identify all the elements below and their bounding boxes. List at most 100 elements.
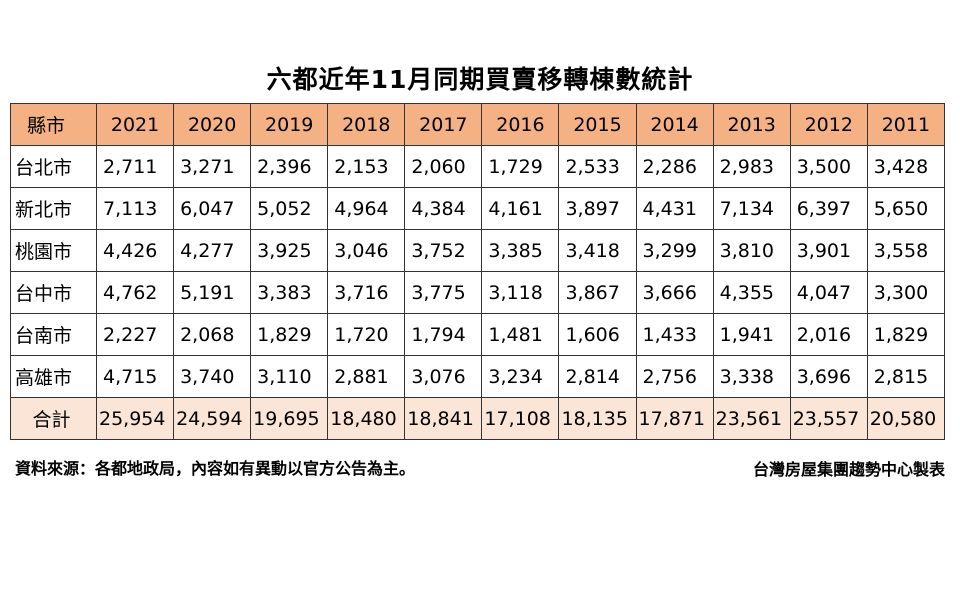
value-cell: 1,941 xyxy=(712,313,791,356)
chart-title: 六都近年11月同期買賣移轉棟數統計 xyxy=(266,65,694,94)
value-cell: 23,557 xyxy=(789,397,868,440)
value-cell: 1,829 xyxy=(250,313,329,356)
value-cell: 1,433 xyxy=(635,313,714,356)
value-cell: 2,068 xyxy=(173,313,252,356)
header-year: 2018 xyxy=(327,103,406,146)
value-cell: 17,871 xyxy=(635,397,714,440)
value-cell: 3,428 xyxy=(866,145,946,188)
value-cell: 1,606 xyxy=(558,313,637,356)
row-label: 桃園市 xyxy=(10,229,97,272)
value-cell: 4,047 xyxy=(789,271,868,314)
value-cell: 2,983 xyxy=(712,145,791,188)
value-cell: 3,558 xyxy=(866,229,946,272)
value-cell: 2,814 xyxy=(558,355,637,398)
value-cell: 18,135 xyxy=(558,397,637,440)
value-cell: 2,060 xyxy=(404,145,483,188)
table-row: 桃園市 4,426 4,277 3,925 3,046 3,752 3,385 3,418 3,… xyxy=(10,229,946,272)
value-cell: 3,385 xyxy=(481,229,560,272)
value-cell: 2,711 xyxy=(95,145,175,188)
table-row: 新北市 7,113 6,047 5,052 4,964 4,384 4,161 3,897 4,… xyxy=(10,187,946,230)
value-cell: 5,191 xyxy=(173,271,252,314)
value-cell: 4,964 xyxy=(327,187,406,230)
value-cell: 7,134 xyxy=(712,187,791,230)
value-cell: 7,113 xyxy=(95,187,175,230)
value-cell: 3,696 xyxy=(789,355,868,398)
value-cell: 2,286 xyxy=(635,145,714,188)
value-cell: 18,841 xyxy=(404,397,483,440)
value-cell: 3,867 xyxy=(558,271,637,314)
total-row: 合計 25,954 24,594 19,695 18,480 18,841 17,108 18… xyxy=(10,397,946,440)
table-row: 台北市 2,711 3,271 2,396 2,153 2,060 1,729 2,533 2,… xyxy=(10,145,946,188)
value-cell: 24,594 xyxy=(173,397,252,440)
value-cell: 3,775 xyxy=(404,271,483,314)
value-cell: 6,397 xyxy=(789,187,868,230)
value-cell: 2,153 xyxy=(327,145,406,188)
value-cell: 18,480 xyxy=(327,397,406,440)
value-cell: 6,047 xyxy=(173,187,252,230)
value-cell: 1,794 xyxy=(404,313,483,356)
header-year: 2019 xyxy=(250,103,329,146)
header-row: 縣市 2021 2020 2019 2018 2017 2016 2015 20… xyxy=(10,103,946,146)
header-year: 2012 xyxy=(789,103,868,146)
value-cell: 17,108 xyxy=(481,397,560,440)
table-row: 台中市 4,762 5,191 3,383 3,716 3,775 3,118 3,867 3,… xyxy=(10,271,946,314)
value-cell: 3,897 xyxy=(558,187,637,230)
table-row: 台南市 2,227 2,068 1,829 1,720 1,794 1,481 1,606 1,… xyxy=(10,313,946,356)
value-cell: 20,580 xyxy=(866,397,946,440)
transfer-stats-table: 縣市 2021 2020 2019 2018 2017 2016 2015 20… xyxy=(10,103,946,440)
value-cell: 3,118 xyxy=(481,271,560,314)
value-cell: 19,695 xyxy=(250,397,329,440)
value-cell: 3,418 xyxy=(558,229,637,272)
value-cell: 23,561 xyxy=(712,397,791,440)
row-label: 台北市 xyxy=(10,145,97,188)
value-cell: 4,277 xyxy=(173,229,252,272)
value-cell: 4,715 xyxy=(95,355,175,398)
value-cell: 3,383 xyxy=(250,271,329,314)
value-cell: 1,720 xyxy=(327,313,406,356)
value-cell: 2,533 xyxy=(558,145,637,188)
value-cell: 3,752 xyxy=(404,229,483,272)
credit-note: 台灣房屋集團趨勢中心製表 xyxy=(752,460,945,479)
value-cell: 3,076 xyxy=(404,355,483,398)
value-cell: 2,756 xyxy=(635,355,714,398)
value-cell: 4,355 xyxy=(712,271,791,314)
value-cell: 2,396 xyxy=(250,145,329,188)
value-cell: 3,666 xyxy=(635,271,714,314)
row-label: 高雄市 xyxy=(10,355,97,398)
table-row: 高雄市 4,715 3,740 3,110 2,881 3,076 3,234 2,814 2,… xyxy=(10,355,946,398)
row-label: 合計 xyxy=(10,397,97,440)
header-year: 2011 xyxy=(866,103,946,146)
header-year: 2020 xyxy=(173,103,252,146)
value-cell: 3,740 xyxy=(173,355,252,398)
header-year: 2016 xyxy=(481,103,560,146)
value-cell: 2,881 xyxy=(327,355,406,398)
value-cell: 2,016 xyxy=(789,313,868,356)
value-cell: 2,227 xyxy=(95,313,175,356)
row-label: 台中市 xyxy=(10,271,97,314)
value-cell: 3,901 xyxy=(789,229,868,272)
value-cell: 2,815 xyxy=(866,355,946,398)
value-cell: 3,300 xyxy=(866,271,946,314)
value-cell: 3,271 xyxy=(173,145,252,188)
source-note: 資料來源：各都地政局，內容如有異動以官方公告為主。 xyxy=(15,459,416,478)
value-cell: 1,829 xyxy=(866,313,946,356)
value-cell: 4,431 xyxy=(635,187,714,230)
value-cell: 5,052 xyxy=(250,187,329,230)
header-year: 2013 xyxy=(712,103,791,146)
header-year: 2014 xyxy=(635,103,714,146)
value-cell: 3,500 xyxy=(789,145,868,188)
value-cell: 4,426 xyxy=(95,229,175,272)
value-cell: 1,729 xyxy=(481,145,560,188)
header-year: 2015 xyxy=(558,103,637,146)
row-label: 台南市 xyxy=(10,313,97,356)
value-cell: 3,046 xyxy=(327,229,406,272)
value-cell: 4,161 xyxy=(481,187,560,230)
value-cell: 1,481 xyxy=(481,313,560,356)
value-cell: 3,810 xyxy=(712,229,791,272)
value-cell: 5,650 xyxy=(866,187,946,230)
value-cell: 3,925 xyxy=(250,229,329,272)
value-cell: 4,762 xyxy=(95,271,175,314)
row-label: 新北市 xyxy=(10,187,97,230)
value-cell: 3,234 xyxy=(481,355,560,398)
value-cell: 3,110 xyxy=(250,355,329,398)
